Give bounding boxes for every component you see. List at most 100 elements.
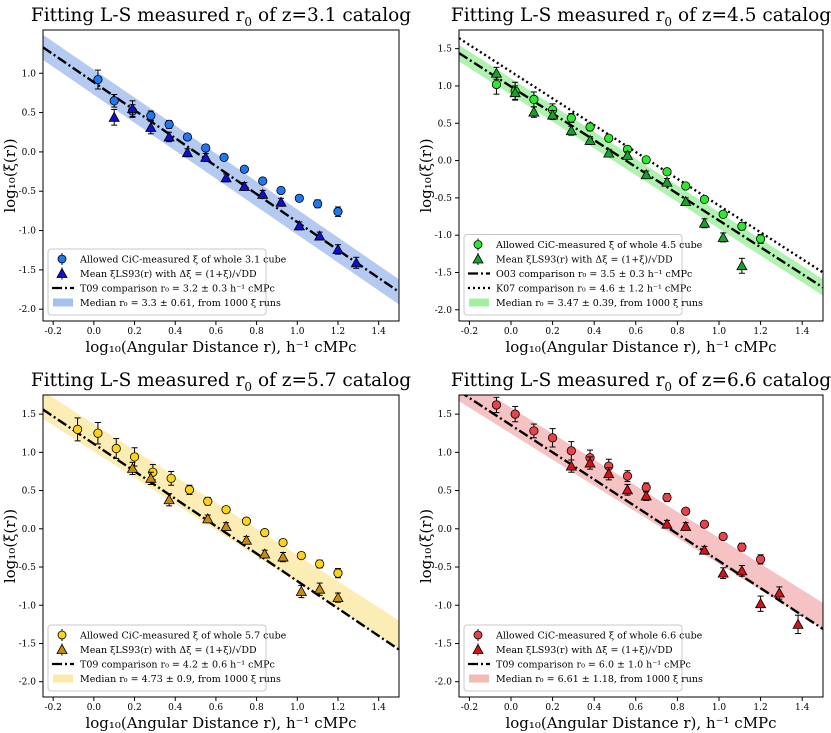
data-point-triangle xyxy=(181,146,194,158)
data-point-triangle xyxy=(661,518,673,529)
y-axis-label: log₁₀(ξ(r)) xyxy=(417,138,435,212)
data-point-triangle xyxy=(220,172,232,183)
data-point-triangle xyxy=(528,106,540,117)
y-tick-label: -1.0 xyxy=(19,227,37,237)
data-point-triangle xyxy=(546,109,559,120)
data-point-circle xyxy=(529,94,539,104)
x-tick-label: 1.2 xyxy=(753,327,767,337)
y-tick-label: -2.0 xyxy=(19,305,37,315)
data-point-circle xyxy=(585,122,595,132)
data-point-circle xyxy=(755,234,766,244)
x-tick-label: 0.0 xyxy=(504,327,519,337)
y-tick-label: 1.0 xyxy=(22,448,37,458)
y-tick-label: -1.0 xyxy=(435,231,453,241)
data-point-triangle xyxy=(698,544,711,555)
data-point-circle xyxy=(111,443,121,454)
legend-label: O03 comparison r₀ = 3.5 ± 0.3 h⁻¹ cMPc xyxy=(496,269,692,280)
data-point-triangle xyxy=(259,548,271,559)
chart-title: Fitting L-S measured r0 of z=6.6 catalog xyxy=(451,370,831,394)
data-point-circle xyxy=(278,537,288,548)
chart-title: Fitting L-S measured r0 of z=5.7 catalog xyxy=(31,370,411,394)
legend-marker-triangle xyxy=(56,267,68,278)
y-tick-label: 0.5 xyxy=(22,487,37,497)
data-point-triangle xyxy=(126,462,139,473)
y-tick-label: -1.5 xyxy=(19,639,37,649)
legend-label: T09 comparison r₀ = 6.0 ± 1.0 h⁻¹ cMPc xyxy=(496,660,691,671)
data-point-triangle xyxy=(490,67,503,78)
title-tail: of z=3.1 catalog xyxy=(252,5,411,26)
data-point-circle xyxy=(718,209,728,219)
y-tick-label: 1.5 xyxy=(22,410,37,420)
data-point-triangle xyxy=(332,591,344,603)
legend-label: Allowed CiC-measured ξ̄ of whole 6.6 cub… xyxy=(495,631,703,642)
x-axis-label: log₁₀(Angular Distance r), h⁻¹ cMPc xyxy=(85,338,356,356)
y-axis-label: log₁₀(ξ(r)) xyxy=(1,138,19,212)
legend-label: Allowed CiC-measured ξ̄ of whole 5.7 cub… xyxy=(79,631,287,642)
data-point-triangle xyxy=(603,467,615,479)
x-tick-label: 1.2 xyxy=(331,703,345,713)
y-tick-label: -0.5 xyxy=(435,563,453,573)
x-tick-label: -0.2 xyxy=(461,703,478,713)
data-point-circle xyxy=(662,167,672,177)
y-tick-label: -1.0 xyxy=(19,601,37,611)
data-point-triangle xyxy=(736,259,748,271)
x-tick-label: 0.6 xyxy=(629,703,644,713)
data-point-circle xyxy=(241,516,252,526)
y-tick-label: -0.5 xyxy=(435,194,453,204)
chart-title: Fitting L-S measured r0 of z=3.1 catalog xyxy=(31,5,411,29)
data-point-circle xyxy=(221,505,231,515)
y-tick-label: 1.0 xyxy=(438,82,453,92)
data-point-triangle xyxy=(275,196,287,207)
plot-area xyxy=(43,395,399,651)
data-point-circle xyxy=(547,433,558,443)
legend-label: Mean ξLS93(r) with Δξ = (1+ξ)/√DD xyxy=(80,269,257,280)
fit-line-2 xyxy=(459,37,823,274)
x-tick-label: 0.4 xyxy=(168,327,183,337)
y-axis-label: log₁₀(ξ(r)) xyxy=(417,509,435,583)
legend-label: Median r₀ = 3.47 ± 0.39, from 1000 ξ run… xyxy=(496,298,703,309)
y-axis-label: log₁₀(ξ(r)) xyxy=(1,509,19,583)
data-point-circle xyxy=(258,176,268,186)
x-tick-label: 1.0 xyxy=(290,703,305,713)
data-point-circle xyxy=(294,193,304,203)
y-tick-label: 1.5 xyxy=(438,45,453,55)
data-point-triangle xyxy=(145,121,157,132)
x-tick-label: 0.2 xyxy=(127,327,141,337)
data-point-circle xyxy=(164,119,174,129)
x-tick-label: 0.0 xyxy=(504,703,519,713)
data-point-triangle xyxy=(163,131,175,142)
data-point-triangle xyxy=(313,230,326,241)
chart-panel-1: -0.2 0.0 0.2 0.4 0.6 0.8 1.0 1.2 1.4 -2.0 -1.5 -1.0… xyxy=(1,5,411,356)
legend-marker-circle xyxy=(57,630,67,640)
data-point-triangle xyxy=(640,490,652,501)
title-subscript: 0 xyxy=(664,380,672,394)
x-tick-label: 0.8 xyxy=(249,327,264,337)
data-point-triangle xyxy=(313,583,326,594)
y-tick-label: 1.0 xyxy=(438,448,453,458)
x-tick-label: 0.2 xyxy=(545,703,559,713)
legend-label: T09 comparison r₀ = 3.2 ± 0.3 h⁻¹ cMPc xyxy=(80,284,275,295)
legend-marker-triangle xyxy=(472,643,484,654)
legend-label: Allowed CiC-measured ξ̄ of whole 4.5 cub… xyxy=(495,240,703,251)
plot-area xyxy=(459,37,823,296)
x-tick-label: 0.2 xyxy=(127,703,141,713)
data-point-circle xyxy=(699,519,710,529)
title-tail: of z=6.6 catalog xyxy=(672,370,831,391)
y-tick-label: -1.0 xyxy=(435,601,453,611)
x-tick-label: 0.2 xyxy=(545,327,559,337)
legend-label: Median r₀ = 3.3 ± 0.61, from 1000 ξ runs xyxy=(80,298,281,309)
data-point-circle xyxy=(109,96,119,106)
x-tick-label: 1.2 xyxy=(331,327,345,337)
legend-label: Mean ξLS93(r) with Δξ = (1+ξ)/√DD xyxy=(80,645,257,656)
legend-label: Mean ξLS93(r) with Δξ = (1+ξ)/√DD xyxy=(496,645,673,656)
data-point-circle xyxy=(681,181,691,191)
legend-band-swatch xyxy=(469,674,489,683)
y-tick-label: -0.5 xyxy=(19,563,37,573)
data-point-circle xyxy=(166,473,176,483)
data-point-triangle xyxy=(792,618,804,629)
data-point-triangle xyxy=(584,457,596,468)
data-point-triangle xyxy=(603,147,615,158)
data-point-triangle xyxy=(773,587,785,598)
data-point-triangle xyxy=(238,180,251,191)
y-tick-label: 0.0 xyxy=(438,525,453,535)
